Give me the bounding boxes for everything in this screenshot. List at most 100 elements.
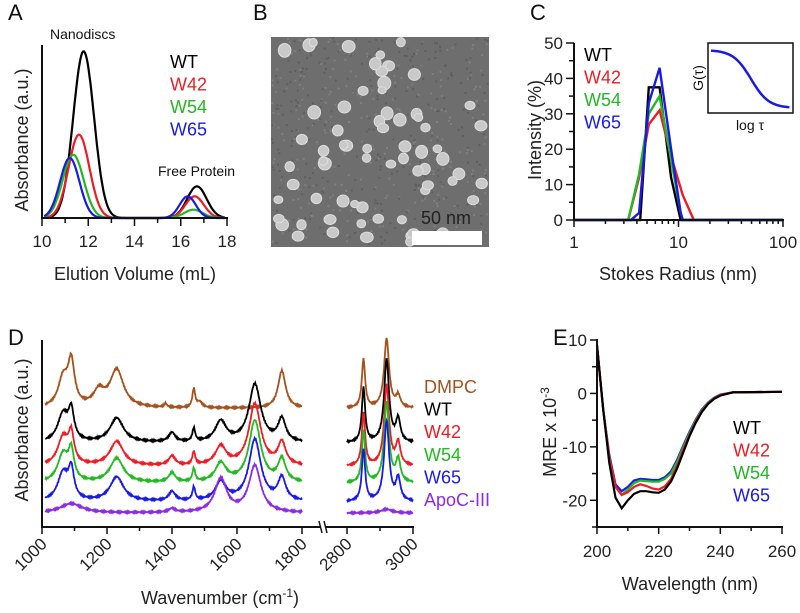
noise-speck [411,55,414,58]
noise-speck [297,217,300,220]
noise-speck [345,85,348,88]
panel-b-micrograph: 50 nm [271,37,489,247]
inset-y-label: G(τ) [690,65,706,91]
y-axis-label: Absorbance (a.u.) [12,68,32,211]
noise-speck [302,75,305,78]
noise-speck [346,220,349,223]
noise-speck [376,95,379,98]
noise-speck [272,141,275,144]
noise-speck [407,114,410,117]
noise-speck [377,157,380,160]
noise-speck [343,152,346,155]
noise-speck [272,168,275,171]
noise-speck [446,48,449,51]
noise-speck [437,194,440,197]
noise-speck [355,75,358,78]
noise-speck [400,77,403,80]
x-tick-label: 1600 [206,534,246,574]
legend-wt: WT [584,45,612,65]
noise-speck [467,78,470,81]
inset-correlation-plot: G(τ) log τ [690,42,794,133]
noise-speck [330,110,333,113]
noise-speck [380,209,383,212]
noise-speck [369,79,372,82]
noise-speck [360,178,363,181]
noise-speck [392,183,395,186]
noise-speck [425,218,428,221]
noise-speck [302,157,305,160]
legend-w65: W65 [170,120,207,140]
nanodisc-particle [398,140,412,153]
noise-speck [449,166,452,169]
nanodisc-particle [323,214,337,225]
noise-speck [334,103,337,106]
nanodisc-particle [318,156,329,166]
noise-speck [349,70,352,73]
noise-speck [484,38,487,41]
nanodisc-particle [361,153,372,163]
legend-w54: W54 [170,97,207,117]
noise-speck [301,115,304,118]
noise-speck [375,50,378,53]
noise-speck [374,199,377,202]
noise-speck [290,110,293,113]
noise-speck [444,110,447,113]
noise-speck [484,136,487,139]
noise-speck [466,67,469,70]
noise-speck [444,64,447,67]
noise-speck [471,47,474,50]
noise-speck [402,228,405,231]
noise-speck [351,91,354,94]
noise-speck [470,172,473,175]
noise-speck [468,77,471,80]
noise-speck [389,222,392,225]
noise-speck [328,93,331,96]
x-tick-label: 1800 [271,534,311,574]
noise-speck [271,79,274,82]
noise-speck [356,93,359,96]
noise-speck [394,85,397,88]
x-axis-label: Elution Volume (mL) [54,264,216,284]
noise-speck [308,186,311,189]
noise-speck [278,169,281,172]
noise-speck [379,165,382,168]
noise-speck [478,144,481,147]
noise-speck [434,158,437,161]
noise-speck [297,61,300,64]
y-axis-label: MRE x 10-3 [538,387,560,477]
noise-speck [296,158,299,161]
y-tick-label: -20 [562,491,587,510]
noise-speck [479,85,482,88]
noise-speck [316,141,319,144]
nanodisc-particle [475,177,488,190]
noise-speck [277,126,280,129]
noise-speck [372,128,375,131]
noise-speck [483,129,486,132]
panel-e-cd-spectra-chart: 200 220 240 260 10 0 -10 -20 Wavelength (nm) MRE … [538,331,796,594]
noise-speck [430,139,433,142]
nanodisc-particle [372,213,385,224]
noise-speck [271,138,274,141]
noise-speck [298,83,301,86]
noise-speck [301,70,304,73]
noise-speck [337,165,340,168]
noise-speck [414,201,417,204]
nanodisc-particle [296,219,307,231]
nanodisc-particle [436,151,450,166]
noise-speck [431,146,434,149]
noise-speck [333,165,336,168]
noise-speck [417,93,420,96]
noise-speck [424,197,427,200]
noise-speck [413,52,416,55]
noise-speck [293,50,296,53]
noise-speck [304,176,307,179]
nanodisc-particle [474,120,488,132]
noise-speck [359,96,362,99]
noise-speck [385,92,388,95]
noise-speck [431,131,434,134]
nanodisc-particle [395,37,406,48]
noise-speck [330,115,333,118]
noise-speck [380,203,383,206]
noise-speck [470,73,473,76]
legend-wt: WT [424,400,452,420]
